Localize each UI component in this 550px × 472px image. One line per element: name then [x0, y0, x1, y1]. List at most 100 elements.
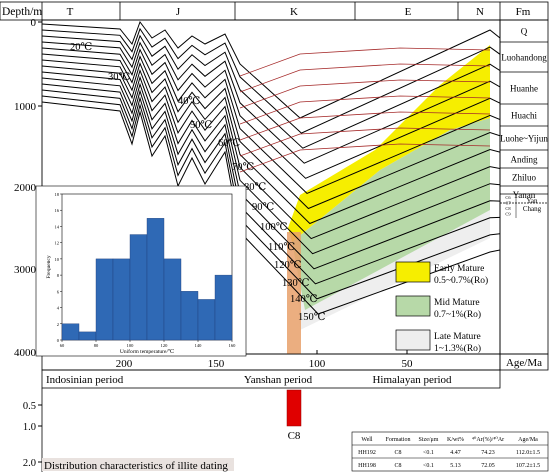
histogram-y-tick-5: 10	[55, 257, 60, 262]
depth-tick-4000: 4000	[14, 347, 37, 359]
table-cell-1-3: 5.13	[450, 463, 461, 469]
formation-column: Q Luohandong Huanhe Huachi Luohe~Yijun Anding…	[499, 19, 548, 355]
histogram-bar-8	[197, 299, 216, 341]
table-cell-0-2: <0.1	[423, 450, 434, 456]
age-axis: 200 150 100 50 Age/Ma	[41, 350, 549, 371]
histogram-y-label: Frequency	[46, 255, 52, 278]
formation-5: Anding	[511, 155, 539, 165]
yanchang-subunit-1: C7	[505, 201, 511, 206]
depth-axis-title: Depth/m	[2, 6, 42, 18]
isotherm-line-0	[239, 47, 491, 77]
table-cell-1-2: <0.1	[423, 463, 434, 469]
isotherm-label-3: 50℃	[190, 120, 213, 131]
burial-curve-4	[42, 47, 500, 179]
histogram-bar-0	[61, 323, 80, 341]
isotherm-label-7: 90℃	[252, 202, 275, 213]
histogram-y-tick-9: 18	[55, 192, 60, 197]
isotherm-label-11: 130℃	[282, 278, 310, 289]
yanchang-subunit-2: C8	[505, 206, 511, 211]
table-header-5: Age/Ma	[518, 437, 538, 443]
burial-curves	[42, 20, 500, 315]
histogram-y-tick-6: 12	[55, 241, 60, 246]
depth-axis: 0 1000 2000 3000 4000	[14, 17, 42, 359]
table-cell-0-3: 4.47	[450, 450, 461, 456]
histogram-x-tick-1: 80	[94, 343, 99, 348]
legend-range-0: 0.5~0.7%(Ro)	[434, 275, 488, 286]
age-tick-150: 150	[208, 358, 225, 370]
isotherm-line-2	[239, 79, 491, 109]
age-tick-200: 200	[116, 358, 133, 370]
table-header-0: Well	[361, 437, 373, 443]
histogram-bar-1	[78, 331, 97, 341]
formation-7: Yanan	[513, 190, 536, 200]
depth-tick-2000: 2000	[14, 182, 37, 194]
table-header-2: Size/μm	[419, 437, 439, 443]
histogram-bar-7	[180, 291, 199, 341]
period-himalayan: Himalayan period	[372, 374, 452, 386]
illite-y-tick-2-0: 2.0	[23, 458, 36, 469]
burial-curve-3	[42, 41, 500, 164]
histogram-x-tick-3: 120	[161, 343, 169, 348]
isotherm-line-1	[239, 63, 491, 93]
burial-curve-5	[42, 53, 500, 194]
table-cell-1-5: 107.2±1.5	[516, 463, 540, 469]
burial-curve-0	[42, 20, 500, 119]
yanchang-label-2: Chang	[523, 205, 542, 213]
maturity-zones	[288, 45, 490, 330]
table-header-1: Formation	[386, 437, 411, 443]
isotherm-label-2: 40℃	[178, 96, 201, 107]
histogram-bar-9	[214, 274, 233, 341]
histogram-x-label: Uniform temperature/℃	[120, 348, 174, 355]
depth-tick-1000: 1000	[14, 101, 37, 113]
legend-range-1: 0.7~1%(Ro)	[434, 309, 481, 320]
histogram-x-tick-4: 140	[195, 343, 203, 348]
table-cell-0-4: 74.23	[481, 450, 495, 456]
isotherm-line-3	[239, 95, 491, 125]
age-axis-title: Age/Ma	[506, 357, 542, 369]
formation-6: Zhiluo	[512, 173, 536, 183]
age-tick-100: 100	[309, 358, 326, 370]
period-label-paleogene: E	[405, 6, 412, 18]
illite-dating-panel: 0.5 1.0 2.0 C8 Distribution characterist…	[23, 388, 549, 472]
isotherm-line-6	[239, 143, 491, 173]
mid-mature-zone	[292, 118, 490, 310]
isotherm-label-12: 140℃	[290, 294, 318, 305]
burial-curve-11	[42, 89, 500, 285]
histogram-y-tick-1: 2	[57, 322, 59, 327]
histogram-bar-6	[163, 258, 182, 341]
period-label-triassic: T	[67, 6, 74, 18]
burial-curve-6	[42, 59, 500, 210]
burial-curve-1	[42, 27, 500, 134]
isotherm-label-6: 80℃	[244, 182, 267, 193]
age-tick-50: 50	[402, 358, 414, 370]
isotherm-label-4: 60℃	[218, 138, 241, 149]
period-label-neogene: N	[476, 6, 484, 18]
header-row: Depth/m T J K E N Fm	[0, 1, 549, 21]
table-cell-1-4: 72.05	[481, 463, 495, 469]
illite-y-tick-0-5: 0.5	[23, 401, 36, 412]
histogram-y-tick-8: 16	[55, 208, 60, 213]
tectonic-period-row: Indosinian period Yanshan period Himalay…	[41, 369, 501, 389]
burial-curve-13	[42, 101, 500, 315]
legend-range-2: 1~1.3%(Ro)	[434, 343, 481, 354]
legend-title-1: Mid Mature	[434, 298, 480, 308]
table-cell-0-0: HH192	[358, 450, 376, 456]
legend-swatch-2	[395, 329, 431, 351]
depth-tick-3000: 3000	[14, 264, 37, 276]
burial-curve-9	[42, 77, 500, 255]
histogram-x-tick-5: 160	[229, 343, 237, 348]
illite-bar-label: C8	[288, 430, 301, 442]
formation-4: Luohe~Yijun	[500, 134, 548, 144]
burial-curve-2	[42, 34, 500, 149]
yanchang-subunit-0: C6	[505, 195, 511, 200]
period-label-cretaceous: K	[290, 6, 298, 18]
histogram-bar-2	[95, 258, 114, 341]
early-mature-zone	[288, 45, 490, 242]
formation-2: Huanhe	[510, 84, 538, 94]
legend-title-0: Early Mature	[434, 264, 484, 274]
inset-histogram: 0 2 4 6 8 10 12 14 16 18 60 80 100 120 140 160 Uniform t…	[35, 185, 247, 357]
isotherm-labels: 20℃ 30℃ 40℃ 50℃ 60℃ 70℃ 80℃ 90℃ 100℃ 110℃ 120℃ 130℃…	[70, 42, 326, 323]
illite-panel-title: Distribution characteristics of illite d…	[44, 460, 228, 472]
